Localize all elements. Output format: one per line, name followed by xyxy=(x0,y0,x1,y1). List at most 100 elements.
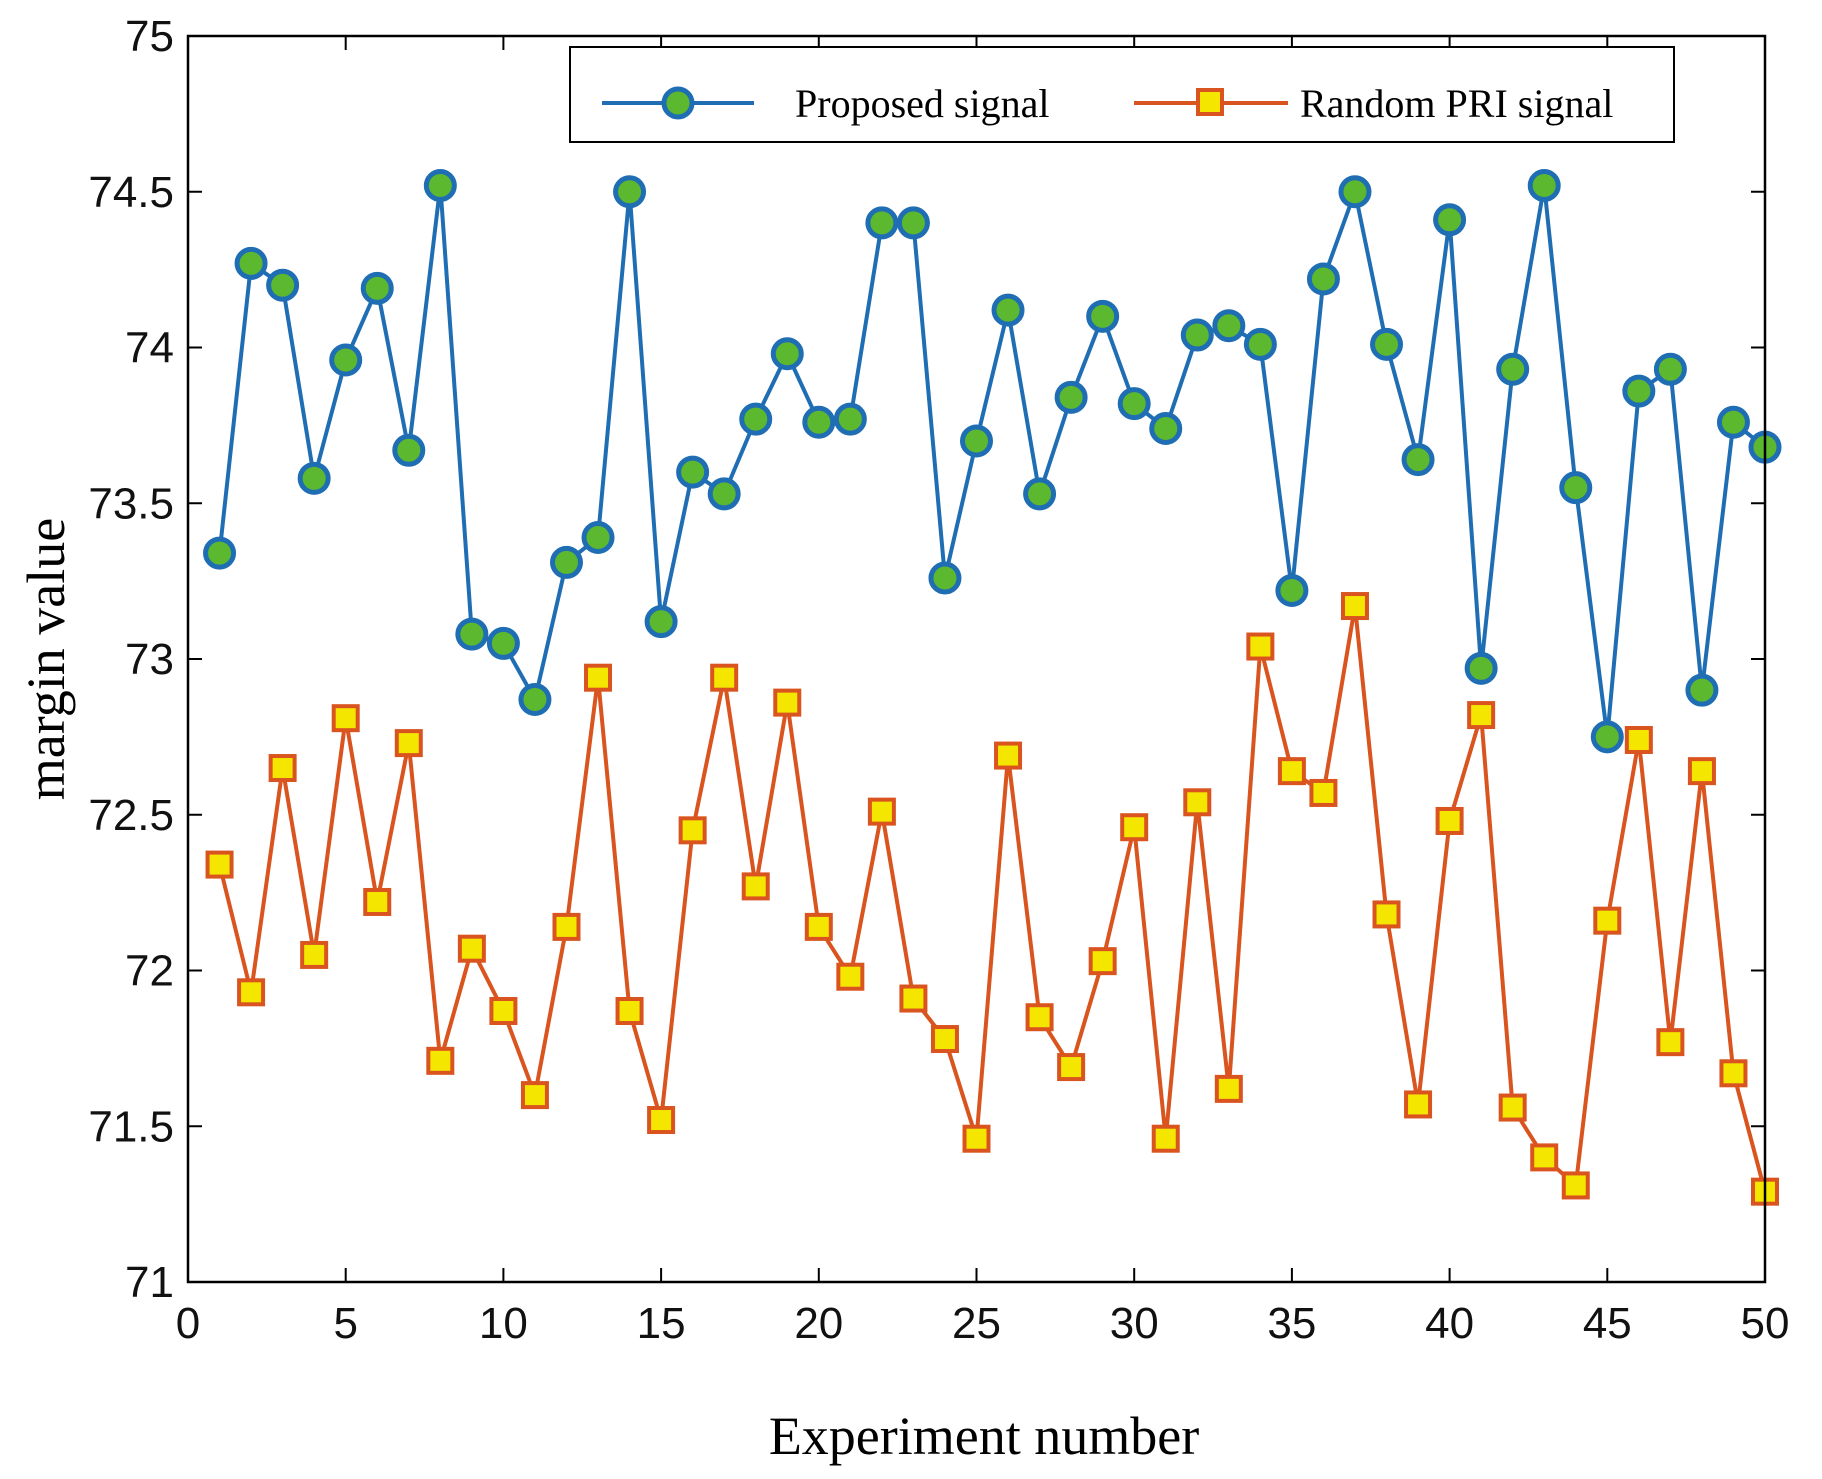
data-point-proposed xyxy=(1433,203,1467,237)
data-point-proposed xyxy=(865,206,899,240)
data-point-proposed xyxy=(1243,327,1277,361)
data-point-proposed xyxy=(739,402,773,436)
data-point-random xyxy=(1120,813,1149,842)
data-point-proposed xyxy=(770,337,804,371)
data-point-proposed xyxy=(960,424,993,458)
data-point-proposed xyxy=(1149,411,1183,445)
data-point-random xyxy=(647,1106,676,1135)
data-point-random xyxy=(899,984,928,1013)
data-point-proposed xyxy=(1590,720,1624,754)
data-point-random xyxy=(1656,1028,1685,1057)
data-point-random xyxy=(394,729,423,758)
data-point-proposed xyxy=(1464,651,1498,685)
y-tick-label: 74.5 xyxy=(88,168,174,217)
data-point-random xyxy=(205,850,234,879)
y-tick-label: 72 xyxy=(125,947,174,996)
y-tick-label: 73 xyxy=(125,635,174,684)
data-point-proposed xyxy=(644,605,678,639)
data-point-proposed xyxy=(928,561,962,595)
x-tick-label: 20 xyxy=(794,1299,843,1348)
x-tick-label: 45 xyxy=(1583,1299,1632,1348)
data-point-random xyxy=(1719,1059,1748,1088)
data-point-random xyxy=(426,1046,455,1075)
y-tick-labels: 71 71.5 72 72.5 73 73.5 74 74.5 75 xyxy=(88,12,174,1307)
data-point-random xyxy=(331,704,360,733)
data-point-random xyxy=(1530,1143,1559,1172)
x-tick-labels: 0 5 10 15 20 25 30 35 40 45 50 xyxy=(176,1299,1790,1348)
data-point-proposed xyxy=(1023,477,1057,511)
data-point-random xyxy=(1277,757,1306,786)
y-tick-label: 73.5 xyxy=(88,479,174,528)
data-point-random xyxy=(1151,1124,1180,1153)
y-axis-title: margin value xyxy=(16,518,76,800)
data-point-proposed xyxy=(1212,309,1246,343)
x-tick-label: 40 xyxy=(1425,1299,1474,1348)
data-point-random xyxy=(1687,757,1716,786)
data-point-proposed xyxy=(1653,352,1687,386)
data-point-random xyxy=(710,663,739,692)
x-tick-label: 10 xyxy=(479,1299,528,1348)
data-point-proposed xyxy=(266,268,300,302)
data-point-proposed xyxy=(1054,380,1088,414)
series-layer xyxy=(203,169,1782,1206)
data-point-proposed xyxy=(1401,443,1435,477)
data-point-random xyxy=(237,978,266,1007)
data-point-random xyxy=(1214,1074,1243,1103)
data-point-random xyxy=(1183,788,1212,817)
data-point-random xyxy=(1057,1053,1086,1082)
data-point-proposed xyxy=(1559,471,1593,505)
data-point-random xyxy=(1593,906,1622,935)
x-tick-label: 0 xyxy=(176,1299,200,1348)
data-point-random xyxy=(1467,701,1496,730)
data-point-proposed xyxy=(896,206,930,240)
data-point-proposed xyxy=(392,433,426,467)
legend-label-random: Random PRI signal xyxy=(1300,81,1613,126)
x-tick-label: 35 xyxy=(1267,1299,1316,1348)
data-point-proposed xyxy=(581,521,615,555)
data-point-proposed xyxy=(991,293,1025,327)
data-point-proposed xyxy=(1716,405,1750,439)
data-point-random xyxy=(615,996,644,1025)
data-point-proposed xyxy=(1338,175,1372,209)
data-point-random xyxy=(1088,947,1117,976)
series-random xyxy=(205,592,1779,1206)
legend-label-proposed: Proposed signal xyxy=(795,81,1049,126)
data-point-random xyxy=(1340,592,1369,621)
data-point-random xyxy=(994,741,1023,770)
data-point-random xyxy=(773,688,802,717)
data-point-random xyxy=(1498,1093,1527,1122)
data-point-random xyxy=(867,797,896,826)
y-tick-label: 71 xyxy=(125,1258,174,1307)
data-point-random xyxy=(1246,632,1275,661)
x-axis-title: Experiment number xyxy=(769,1406,1199,1466)
data-point-random xyxy=(1025,1003,1054,1032)
y-tick-label: 71.5 xyxy=(88,1102,174,1151)
data-point-random xyxy=(489,996,518,1025)
data-point-proposed xyxy=(676,455,710,489)
legend-marker-proposed xyxy=(661,86,695,120)
data-point-random xyxy=(552,912,581,941)
y-tick-label: 74 xyxy=(125,324,174,373)
data-point-random xyxy=(1309,778,1338,807)
data-point-proposed xyxy=(203,536,237,570)
data-point-random xyxy=(741,872,770,901)
legend-marker-random xyxy=(1196,88,1224,116)
data-point-proposed xyxy=(1370,327,1404,361)
legend-box xyxy=(569,46,1675,143)
data-point-random xyxy=(1435,806,1464,835)
data-point-proposed xyxy=(613,175,647,209)
plot-frame xyxy=(186,34,1767,1284)
data-point-proposed xyxy=(455,617,489,651)
data-point-proposed xyxy=(833,402,867,436)
data-point-random xyxy=(584,663,613,692)
data-point-proposed xyxy=(297,461,331,495)
x-tick-label: 5 xyxy=(333,1299,357,1348)
x-tick-label: 25 xyxy=(952,1299,1001,1348)
x-tick-label: 30 xyxy=(1110,1299,1159,1348)
y-tick-label: 72.5 xyxy=(88,791,174,840)
data-point-random xyxy=(804,912,833,941)
data-point-random xyxy=(930,1025,959,1054)
data-point-random xyxy=(363,887,392,916)
x-tick-label: 15 xyxy=(637,1299,686,1348)
